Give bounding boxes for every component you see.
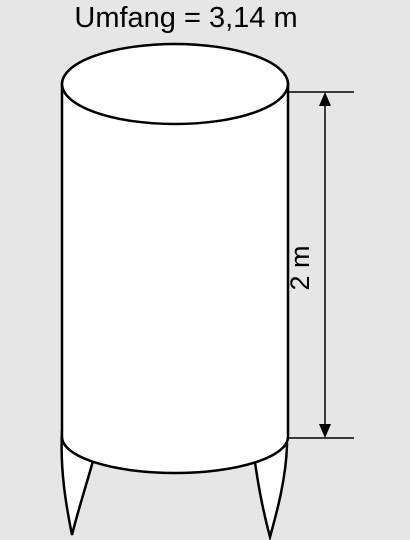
height-label: 2 m (285, 245, 315, 290)
circumference-label: Umfang = 3,14 m (74, 2, 297, 34)
cylinder-top-ellipse (60, 42, 290, 126)
height-arrow-up (319, 92, 331, 106)
cylinder-body (60, 82, 290, 475)
right-leg (252, 443, 289, 540)
height-arrow-down (319, 424, 331, 438)
